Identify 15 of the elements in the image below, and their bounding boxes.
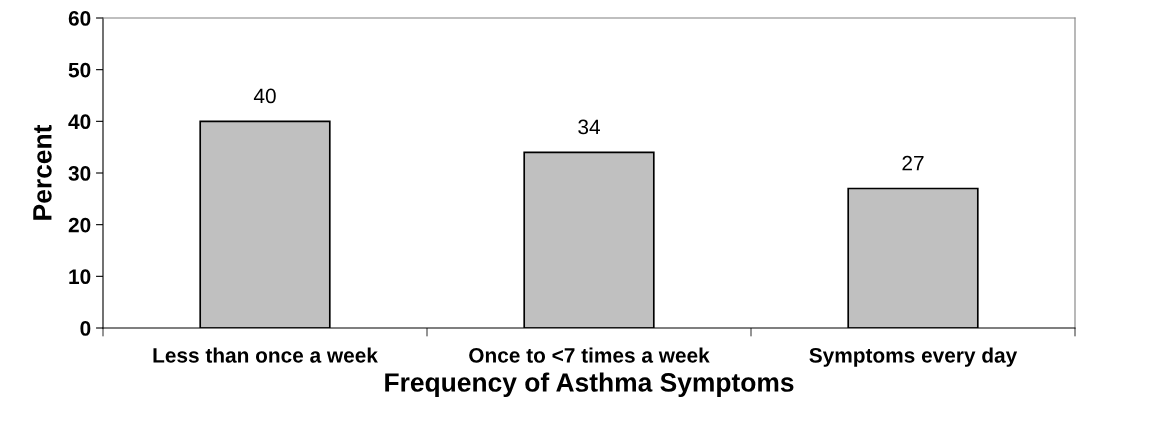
- y-tick-label: 50: [68, 62, 91, 78]
- y-tick-label: 0: [80, 321, 91, 336]
- y-tick-label: 20: [68, 217, 91, 233]
- x-axis-title: Frequency of Asthma Symptoms: [385, 372, 794, 398]
- data-label: 34: [578, 119, 600, 135]
- x-tick-label: Symptoms every day: [809, 347, 1018, 367]
- x-tick-label: Less than once a week: [153, 347, 378, 363]
- x-tick-label: Once to <7 times a week: [469, 347, 710, 363]
- data-label: 40: [253, 88, 276, 104]
- y-tick-label: 60: [68, 11, 91, 26]
- data-label: 27: [902, 155, 924, 171]
- y-tick-label: 30: [68, 166, 91, 181]
- y-axis-title: Percent: [33, 124, 52, 220]
- y-tick-label: 40: [68, 114, 91, 130]
- y-tick-label: 10: [69, 269, 91, 285]
